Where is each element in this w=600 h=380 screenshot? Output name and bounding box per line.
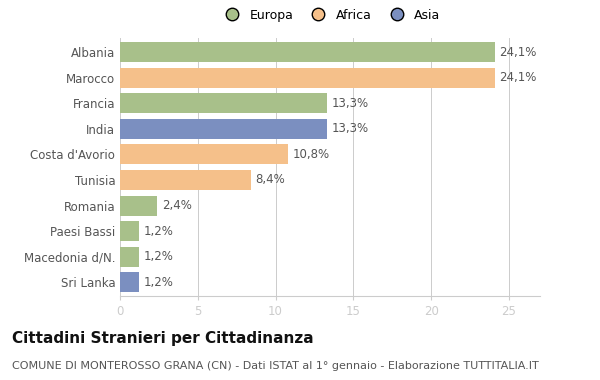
Bar: [120, 93, 327, 113]
Text: 1,2%: 1,2%: [143, 276, 173, 289]
Text: COMUNE DI MONTEROSSO GRANA (CN) - Dati ISTAT al 1° gennaio - Elaborazione TUTTIT: COMUNE DI MONTEROSSO GRANA (CN) - Dati I…: [12, 361, 539, 371]
Legend: Europa, Africa, Asia: Europa, Africa, Asia: [215, 3, 445, 27]
Text: 1,2%: 1,2%: [143, 250, 173, 263]
Text: 2,4%: 2,4%: [162, 199, 192, 212]
Bar: [120, 119, 327, 139]
Bar: [120, 42, 495, 62]
Bar: [120, 272, 139, 292]
Text: 24,1%: 24,1%: [500, 46, 537, 59]
Bar: [120, 68, 495, 88]
Bar: [120, 221, 139, 241]
Text: 1,2%: 1,2%: [143, 225, 173, 238]
Bar: [120, 170, 251, 190]
Bar: [120, 196, 157, 215]
Text: Cittadini Stranieri per Cittadinanza: Cittadini Stranieri per Cittadinanza: [12, 331, 314, 345]
Bar: [120, 247, 139, 267]
Text: 24,1%: 24,1%: [500, 71, 537, 84]
Text: 8,4%: 8,4%: [256, 174, 285, 187]
Text: 13,3%: 13,3%: [332, 122, 368, 135]
Text: 10,8%: 10,8%: [293, 148, 330, 161]
Text: 13,3%: 13,3%: [332, 97, 368, 110]
Bar: [120, 144, 288, 165]
